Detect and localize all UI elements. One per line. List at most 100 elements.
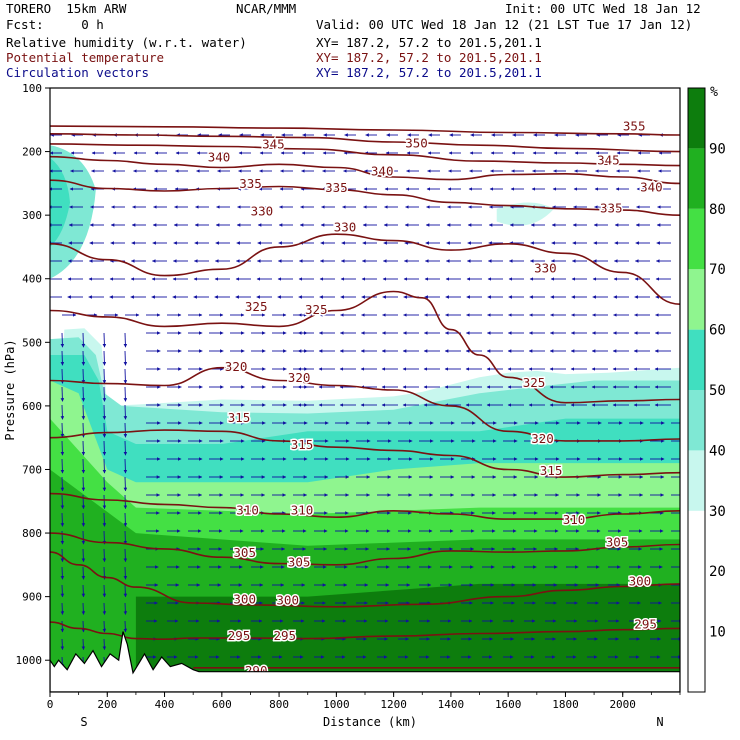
colorbar-tick-label: 60 [709, 323, 726, 339]
theta-contour-350 [50, 133, 680, 153]
colorbar-tick-label: 90 [709, 141, 726, 157]
theta-label-310: 310 [563, 512, 586, 527]
model-title: TORERO 15km ARW [6, 1, 127, 16]
theta-contour-325 [50, 290, 680, 404]
wind-vector [102, 422, 107, 438]
theta-contour-305 [50, 532, 680, 566]
theta-label-300: 300 [276, 593, 299, 608]
theta-contour-320 [50, 366, 680, 442]
x-tick-label: 1000 [323, 698, 350, 711]
x-tick-label: 1400 [438, 698, 465, 711]
wind-vector [81, 386, 86, 402]
wind-vector [123, 332, 128, 348]
theta-label-300: 300 [629, 574, 652, 589]
colorbar-tick-label: 50 [709, 383, 726, 399]
theta-label-325: 325 [305, 302, 328, 317]
y-tick-label: 800 [22, 527, 42, 540]
theta-label-305: 305 [288, 554, 311, 569]
wind-vector [123, 350, 128, 366]
wind-vector [81, 548, 86, 563]
wind-vector [81, 350, 86, 366]
wind-vector [81, 584, 86, 598]
x-tick-label: 1600 [495, 698, 522, 711]
x-end-label: N [656, 715, 663, 729]
theta-label-315: 315 [228, 410, 251, 425]
wind-vector [123, 530, 128, 545]
wind-vector [60, 476, 65, 492]
wind-vector [81, 566, 86, 580]
y-axis-label: Pressure (hPa) [3, 339, 17, 440]
field-xy-humidity: XY= 187.2, 57.2 to 201.5,201.1 [316, 35, 542, 50]
wind-vector [81, 458, 86, 474]
wind-vector [81, 368, 86, 384]
x-tick-label: 2000 [609, 698, 636, 711]
theta-contour-355 [50, 125, 680, 136]
x-start-label: S [80, 715, 87, 729]
wind-vector [81, 638, 86, 650]
theta-label-305: 305 [233, 545, 256, 560]
theta-label-325: 325 [523, 375, 546, 390]
theta-label-295: 295 [274, 628, 297, 643]
wind-vector [123, 458, 128, 474]
theta-label-315: 315 [540, 463, 563, 478]
wind-vector [123, 476, 128, 492]
x-tick-label: 0 [47, 698, 54, 711]
colorbar-swatch [688, 390, 705, 451]
theta-label-340: 340 [208, 149, 231, 164]
colorbar-tick-label: 20 [709, 564, 726, 580]
wind-vector [102, 476, 107, 492]
theta-label-310: 310 [236, 502, 259, 517]
wind-vector [60, 602, 65, 615]
wind-vector [81, 530, 86, 545]
wind-vector [81, 476, 86, 492]
wind-vector [102, 620, 107, 633]
theta-contours [50, 125, 680, 669]
theta-label-335: 335 [600, 200, 623, 215]
theta-label-300: 300 [233, 591, 256, 606]
wind-vector [102, 332, 107, 348]
colorbar-tick-label: 80 [709, 202, 726, 218]
theta-contour-335 [50, 179, 680, 216]
wind-vector [102, 638, 107, 650]
theta-label-345: 345 [597, 153, 620, 168]
theta-label-295: 295 [228, 628, 251, 643]
x-tick-label: 800 [269, 698, 289, 711]
wind-vector [123, 602, 128, 615]
wind-vector [60, 584, 65, 598]
y-tick-label: 100 [22, 82, 42, 95]
wind-vector [123, 548, 128, 563]
theta-label-295: 295 [634, 617, 657, 632]
wind-vector [102, 602, 107, 615]
colorbar-frame [687, 87, 706, 693]
field-xy-theta: XY= 187.2, 57.2 to 201.5,201.1 [316, 50, 542, 65]
wind-vector [81, 440, 86, 456]
theta-label-325: 325 [245, 299, 268, 314]
wind-vector [123, 620, 128, 633]
wind-vector [81, 404, 86, 420]
colorbar-swatch [688, 269, 705, 330]
theta-label-335: 335 [239, 176, 262, 191]
x-axis-label: Distance (km) [323, 715, 417, 729]
wind-vector [102, 368, 107, 384]
field-xy-vectors: XY= 187.2, 57.2 to 201.5,201.1 [316, 65, 542, 80]
wind-vector [60, 422, 65, 438]
wind-vector [123, 422, 128, 438]
theta-label-330: 330 [534, 261, 557, 276]
theta-label-335: 335 [325, 180, 348, 195]
wind-vector [102, 404, 107, 420]
wind-vector [123, 368, 128, 384]
theta-contour-340 [50, 155, 680, 185]
colorbar: 10 20 30 40 50 60 70 80 90 [687, 87, 726, 693]
wind-vector [123, 386, 128, 402]
theta-label-350: 350 [405, 135, 428, 150]
theta-contour-295 [50, 621, 680, 641]
wind-vector [102, 440, 107, 456]
wind-vector [123, 512, 128, 527]
wind-vector [60, 350, 65, 366]
wind-vector [81, 620, 86, 633]
wind-vector [60, 440, 65, 456]
colorbar-swatch [688, 208, 705, 270]
terrain [50, 631, 680, 692]
